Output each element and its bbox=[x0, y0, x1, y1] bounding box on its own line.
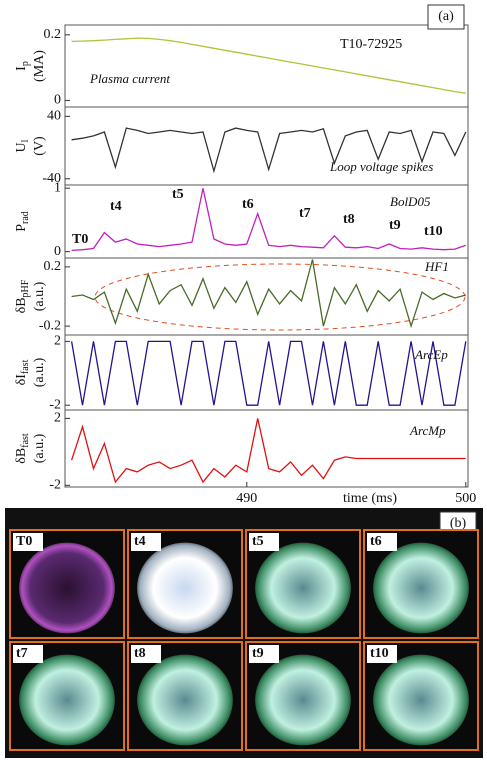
photo-label-bg bbox=[249, 533, 279, 551]
y-axis-label-main: I bbox=[14, 66, 29, 71]
y-axis-unit: (a.u.) bbox=[32, 281, 47, 311]
y-axis-unit: (a.u.) bbox=[32, 433, 47, 463]
photo-label-bg bbox=[13, 645, 43, 663]
y-axis-label-main: U bbox=[14, 142, 29, 152]
y-axis-label-main: δI bbox=[14, 374, 29, 386]
y-tick-label: 0 bbox=[54, 244, 61, 259]
photo-label-bg bbox=[131, 645, 161, 663]
annotation: t6 bbox=[242, 197, 254, 212]
photo-label-bg bbox=[367, 645, 397, 663]
x-tick-label: 490 bbox=[236, 491, 257, 506]
y-axis-label: δIfast bbox=[14, 359, 31, 385]
annotation: HF1 bbox=[424, 259, 449, 274]
x-axis-label: time (ms) bbox=[343, 491, 397, 506]
y-axis-label-main: δB bbox=[14, 448, 29, 464]
photo-label-bg bbox=[131, 533, 161, 551]
plot-frame bbox=[64, 24, 469, 488]
y-tick-label: -40 bbox=[42, 171, 61, 186]
y-axis-label-sub: fast bbox=[20, 359, 31, 374]
photo-label: t10 bbox=[370, 646, 389, 661]
photo-label-bg bbox=[367, 533, 397, 551]
annotation: t5 bbox=[172, 187, 184, 202]
y-axis-label: Ip bbox=[14, 61, 31, 71]
data-line bbox=[71, 259, 466, 329]
y-axis-label-main: P bbox=[14, 224, 29, 232]
highlight-ellipse bbox=[94, 263, 466, 331]
photo-label: t8 bbox=[134, 646, 146, 661]
y-tick-label: 40 bbox=[47, 109, 61, 124]
y-axis-label-sub: fast bbox=[20, 433, 31, 448]
annotation: t9 bbox=[389, 218, 401, 233]
y-axis-unit: (a.u.) bbox=[32, 357, 47, 387]
photo-label: t6 bbox=[370, 534, 382, 549]
y-tick-label: 0 bbox=[54, 93, 61, 108]
y-axis-label-sub: p bbox=[20, 61, 31, 66]
annotation: ArcEp bbox=[414, 347, 448, 362]
plasma-image bbox=[19, 654, 115, 746]
y-tick-label: 2 bbox=[54, 411, 61, 426]
y-tick-label: -0.2 bbox=[39, 318, 61, 333]
photo-label: T0 bbox=[16, 534, 32, 549]
photo-label-bg bbox=[249, 645, 279, 663]
plasma-image bbox=[373, 654, 469, 746]
photo-label: t7 bbox=[16, 646, 28, 661]
y-axis-label-sub: l bbox=[20, 139, 31, 142]
plasma-image bbox=[255, 654, 351, 746]
data-line bbox=[71, 188, 467, 252]
annotation: t10 bbox=[424, 224, 443, 239]
y-axis-label-sub: rad bbox=[20, 211, 31, 224]
annotation: ArcMp bbox=[409, 423, 446, 438]
y-tick-label: -2 bbox=[49, 397, 61, 412]
y-tick-label: 0.2 bbox=[44, 259, 62, 274]
annotation: BolD05 bbox=[390, 194, 431, 209]
annotation: t8 bbox=[343, 212, 355, 227]
annotation: t7 bbox=[299, 206, 311, 221]
y-tick-label: -2 bbox=[49, 478, 61, 493]
plasma-image bbox=[19, 542, 115, 634]
photo-label: t5 bbox=[252, 534, 264, 549]
y-tick-label: 0.2 bbox=[44, 27, 62, 42]
plasma-image bbox=[137, 542, 233, 634]
y-axis-label: δBpHF bbox=[14, 279, 31, 313]
y-axis-label: δBfast bbox=[14, 433, 31, 464]
y-axis-label-sub: pHF bbox=[20, 279, 31, 297]
plasma-image bbox=[373, 542, 469, 634]
annotation: Plasma current bbox=[89, 71, 170, 86]
annotation: T10-72925 bbox=[340, 37, 402, 52]
data-line bbox=[70, 418, 466, 484]
plasma-image bbox=[137, 654, 233, 746]
y-axis-label-main: δB bbox=[14, 297, 29, 313]
data-line bbox=[71, 37, 466, 94]
y-tick-label: 2 bbox=[54, 334, 61, 349]
y-tick-label: 1 bbox=[54, 180, 61, 195]
data-line bbox=[70, 340, 467, 406]
plasma-image bbox=[255, 542, 351, 634]
annotation: t4 bbox=[110, 199, 122, 214]
panel-label: (a) bbox=[438, 9, 454, 24]
y-axis-label: Prad bbox=[14, 211, 31, 232]
data-line bbox=[71, 127, 467, 174]
panel-label: (b) bbox=[450, 516, 467, 531]
y-axis-unit: (V) bbox=[32, 136, 47, 156]
x-tick-label: 500 bbox=[455, 491, 476, 506]
photo-label-bg bbox=[13, 533, 43, 551]
y-axis-unit: (MA) bbox=[32, 50, 47, 82]
panel-label-box bbox=[427, 4, 465, 30]
photo-label: t4 bbox=[134, 534, 146, 549]
annotation: T0 bbox=[72, 232, 88, 247]
y-axis-label: Ul bbox=[14, 139, 31, 152]
photo-label: t9 bbox=[252, 646, 264, 661]
annotation: Loop voltage spikes bbox=[329, 159, 433, 174]
